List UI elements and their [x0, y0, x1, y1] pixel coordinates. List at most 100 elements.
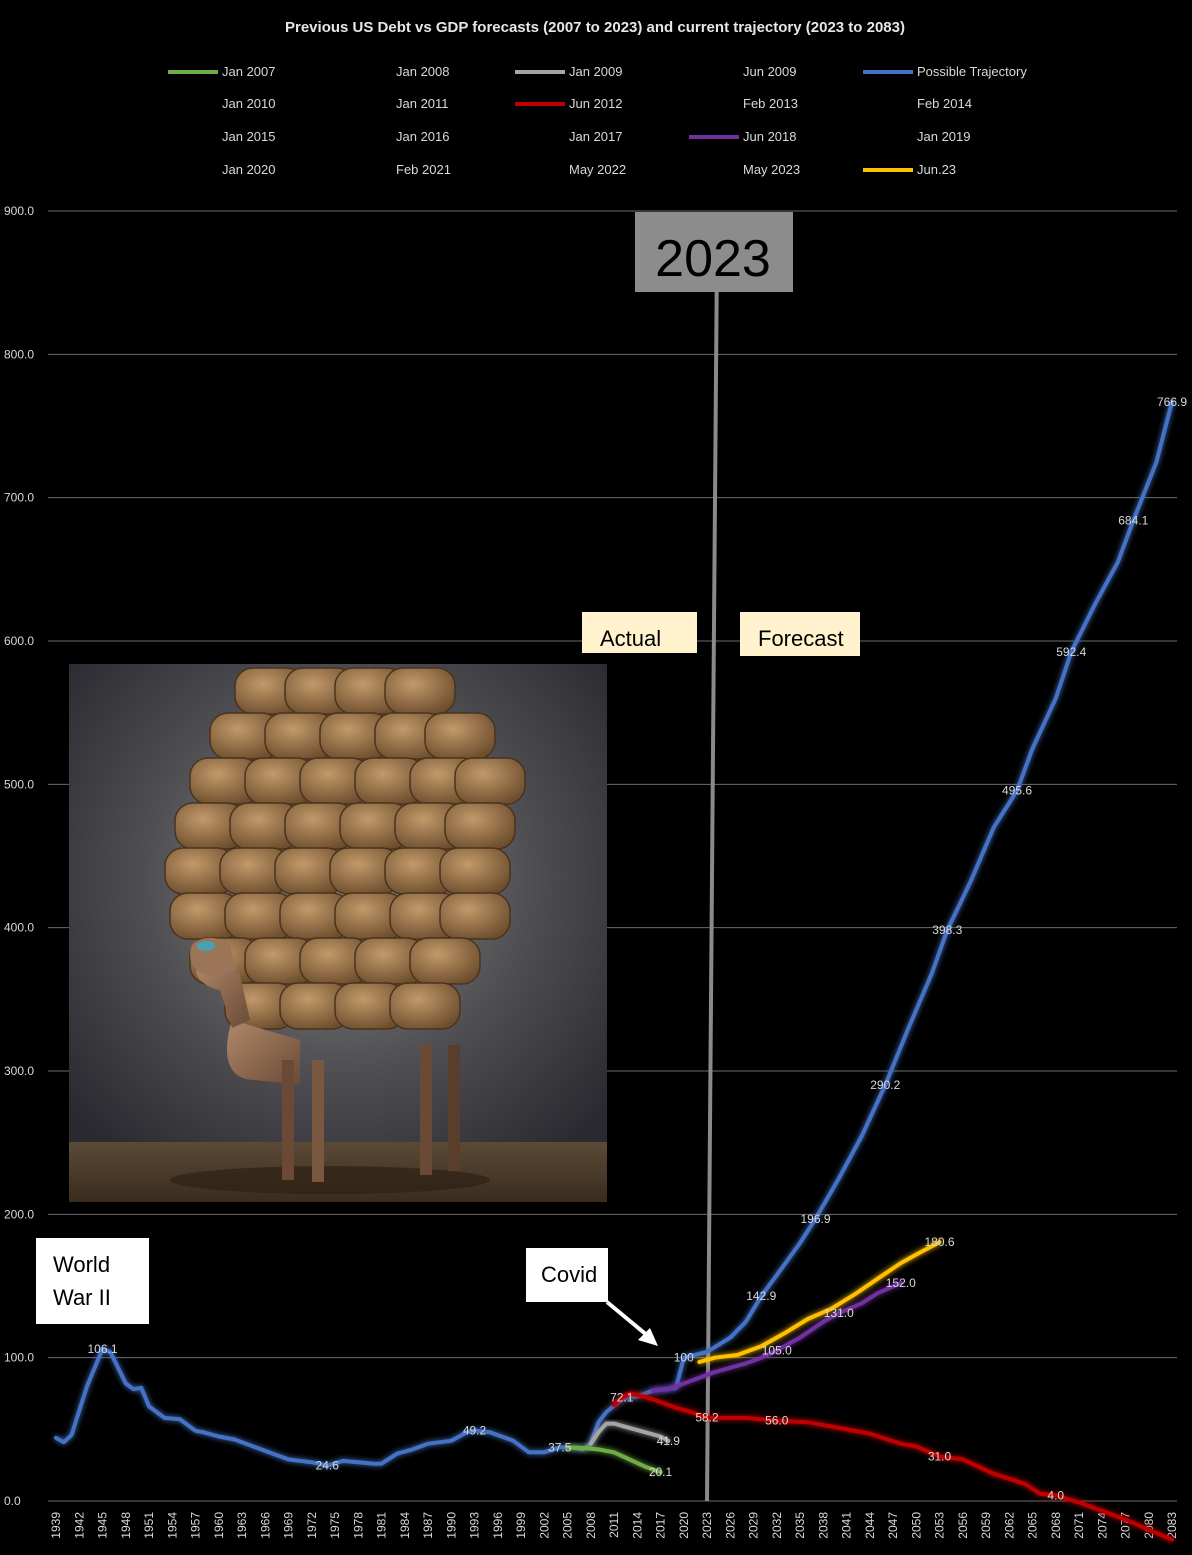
legend-entry-4: Possible Trajectory: [917, 64, 1027, 79]
data-label-21: 766.9: [1157, 395, 1187, 409]
legend-entry-1: Jan 2008: [396, 64, 450, 79]
data-label-10: 105.0: [762, 1344, 792, 1358]
data-label-20: 684.1: [1118, 513, 1148, 527]
legend-entry-0: Jan 2007: [222, 64, 276, 79]
covid-arrow: [605, 1300, 650, 1338]
data-label-16: 290.2: [870, 1078, 900, 1092]
series-line-4: [650, 1281, 903, 1393]
world-war-label-line2: War II: [53, 1285, 111, 1310]
legend-entry-18: May 2023: [743, 162, 800, 177]
year-marker-label: 2023: [655, 230, 771, 288]
x-tick-label-33: 2038: [816, 1512, 830, 1539]
x-tick-label-17: 1990: [444, 1512, 458, 1539]
x-tick-label-43: 2068: [1049, 1512, 1063, 1539]
forecast-label: Forecast: [758, 626, 844, 651]
legend-entry-15: Jan 2020: [222, 162, 276, 177]
data-label-6: 72.1: [610, 1391, 634, 1405]
y-tick-label-9: 900.0: [4, 204, 34, 218]
series-line-5: [697, 1240, 942, 1364]
hay-bale-14: [454, 757, 526, 805]
hay-bale-3: [384, 667, 456, 715]
chart-title: Previous US Debt vs GDP forecasts (2007 …: [285, 19, 905, 36]
legend-entry-6: Jan 2011: [396, 96, 449, 111]
x-tick-label-5: 1954: [165, 1512, 179, 1539]
data-label-15: 196.9: [800, 1212, 830, 1226]
legend-entry-17: May 2022: [569, 162, 626, 177]
series-lines: [54, 399, 1174, 1542]
legend-entry-7: Jun 2012: [569, 96, 623, 111]
data-label-2: 49.2: [463, 1423, 487, 1437]
x-tick-label-31: 2032: [770, 1512, 784, 1539]
x-axis-ticks: 1939 1942 1945 1948 1951 1954 1957 1960 1963 1966…: [49, 1512, 1179, 1539]
series-line-0: [54, 399, 1174, 1468]
x-tick-label-11: 1972: [305, 1512, 319, 1539]
x-tick-label-30: 2029: [747, 1512, 761, 1539]
legend-entry-2: Jan 2009: [569, 64, 623, 79]
data-label-14: 142.9: [746, 1289, 776, 1303]
x-tick-label-1: 1942: [72, 1512, 86, 1539]
x-tick-label-22: 2005: [561, 1512, 575, 1539]
series-line-3: [612, 1391, 1174, 1542]
data-label-12: 152.0: [886, 1276, 916, 1290]
data-label-19: 592.4: [1056, 645, 1086, 659]
x-tick-label-29: 2026: [723, 1512, 737, 1539]
actual-label: Actual: [600, 626, 661, 651]
data-label-17: 398.3: [932, 923, 962, 937]
legend-entry-14: Jan 2019: [917, 129, 971, 144]
x-tick-label-0: 1939: [49, 1512, 63, 1539]
x-tick-label-4: 1951: [142, 1512, 156, 1539]
data-label-9: 56.0: [765, 1414, 789, 1428]
x-tick-label-20: 1999: [514, 1512, 528, 1539]
x-tick-label-32: 2035: [793, 1512, 807, 1539]
data-label-3: 37.5: [548, 1440, 572, 1454]
x-tick-label-9: 1966: [258, 1512, 272, 1539]
y-tick-label-7: 700.0: [4, 491, 34, 505]
y-axis-ticks: 0.0 100.0 200.0 300.0 400.0 500.0 600.0 700.0 80…: [4, 204, 34, 1508]
series-line-2: [588, 1421, 671, 1446]
x-tick-label-28: 2023: [700, 1512, 714, 1539]
series-line-1: [565, 1445, 663, 1475]
legend-entry-12: Jan 2017: [569, 129, 623, 144]
hay-bale-41: [389, 982, 461, 1030]
data-label-1: 24.6: [316, 1459, 340, 1473]
data-label-7: 100: [674, 1351, 694, 1365]
x-tick-label-37: 2050: [909, 1512, 923, 1539]
data-label-13: 180.6: [924, 1235, 954, 1249]
x-tick-label-16: 1987: [421, 1512, 435, 1539]
data-label-8: 58.2: [695, 1411, 719, 1425]
legend: Jan 2007 Jan 2008 Jan 2009 Jun 2009 Possible…: [168, 64, 1027, 177]
x-tick-label-35: 2044: [863, 1512, 877, 1539]
x-tick-label-40: 2059: [979, 1512, 993, 1539]
x-tick-label-26: 2017: [654, 1512, 668, 1539]
y-tick-label-8: 800.0: [4, 347, 34, 361]
data-label-0: 106.1: [87, 1342, 117, 1356]
x-tick-label-34: 2041: [840, 1512, 854, 1539]
x-tick-label-23: 2008: [584, 1512, 598, 1539]
data-label-5: 41.9: [657, 1434, 681, 1448]
x-tick-label-13: 1978: [351, 1512, 365, 1539]
hay-bale-37: [409, 937, 481, 985]
data-label-4: 20.1: [649, 1465, 673, 1479]
legend-entry-3: Jun 2009: [743, 64, 797, 79]
world-war-label-line1: World: [53, 1252, 110, 1277]
x-tick-label-14: 1981: [375, 1512, 389, 1539]
data-labels: 106.1 24.6 49.2 37.5 20.1 41.9 72.1 100 58.2 56.0…: [87, 395, 1187, 1502]
covid-box: [526, 1248, 608, 1302]
x-tick-label-47: 2080: [1142, 1512, 1156, 1539]
legend-entry-13: Jun 2018: [743, 129, 797, 144]
x-tick-label-15: 1984: [398, 1512, 412, 1539]
legend-entry-19: Jun.23: [917, 162, 956, 177]
covid-label: Covid: [541, 1262, 597, 1287]
covid-arrowhead: [638, 1328, 658, 1346]
x-tick-label-42: 2065: [1026, 1512, 1040, 1539]
x-tick-label-2: 1945: [96, 1512, 110, 1539]
world-war-box: [36, 1238, 149, 1324]
hay-bale-8: [424, 712, 496, 760]
hay-bale-32: [439, 892, 511, 940]
x-tick-label-7: 1960: [212, 1512, 226, 1539]
legend-entry-10: Jan 2015: [222, 129, 276, 144]
camel-illustration: [69, 664, 607, 1202]
x-tick-label-36: 2047: [886, 1512, 900, 1539]
x-tick-label-21: 2002: [537, 1512, 551, 1539]
